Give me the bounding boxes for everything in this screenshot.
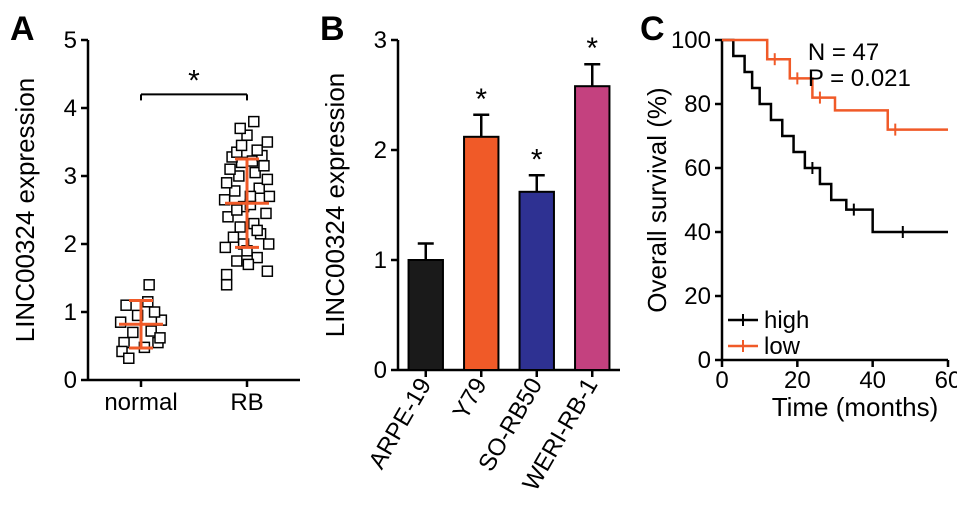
figure-row: A 012345normalRBLINC00324 expression* B … bbox=[10, 10, 947, 500]
panel-a: A 0 1 2 3 4 5 normal RB LINC00324 expression * bbox=[10, 10, 310, 440]
svg-text:LINC00324 expression: LINC00324 expression bbox=[10, 78, 40, 343]
panel-c: C 0 20 40 60 80 100 0 20 40 60 Overall survival (%… bbox=[640, 10, 957, 440]
panel-a-chart: 0 1 2 3 4 5 normal RB LINC00324 expression * bbox=[10, 10, 310, 440]
svg-text:high: high bbox=[764, 307, 809, 334]
panel-a-label: A bbox=[10, 10, 35, 49]
svg-text:40: 40 bbox=[859, 367, 886, 394]
svg-text:Time (months): Time (months) bbox=[772, 392, 939, 422]
svg-text:100: 100 bbox=[671, 27, 711, 54]
svg-text:low: low bbox=[764, 333, 801, 360]
svg-text:ARPE-19: ARPE-19 bbox=[364, 374, 437, 474]
svg-text:P = 0.021: P = 0.021 bbox=[808, 65, 911, 92]
svg-text:0: 0 bbox=[715, 367, 728, 394]
svg-text:*: * bbox=[475, 83, 487, 116]
svg-text:*: * bbox=[188, 64, 200, 97]
svg-text:N = 47: N = 47 bbox=[808, 39, 879, 66]
svg-text:3: 3 bbox=[64, 163, 77, 190]
svg-text:20: 20 bbox=[784, 367, 811, 394]
svg-text:*: * bbox=[586, 32, 598, 65]
svg-text:2: 2 bbox=[64, 231, 77, 258]
svg-text:2: 2 bbox=[374, 137, 387, 164]
svg-text:3: 3 bbox=[374, 27, 387, 54]
panel-b-chart: 0123LINC00324 expressionARPE-19Y79*SO-RB… bbox=[320, 10, 630, 500]
panel-c-chart: 0 20 40 60 80 100 0 20 40 60 Overall survival (%) T… bbox=[640, 10, 957, 440]
svg-text:60: 60 bbox=[935, 367, 957, 394]
panel-b: B 0123LINC00324 expressionARPE-19Y79*SO-… bbox=[320, 10, 630, 500]
svg-text:0: 0 bbox=[698, 347, 711, 374]
svg-text:4: 4 bbox=[64, 95, 77, 122]
svg-text:0: 0 bbox=[374, 357, 387, 384]
svg-text:1: 1 bbox=[64, 299, 77, 326]
svg-text:*: * bbox=[531, 143, 543, 176]
panel-c-label: C bbox=[640, 10, 665, 49]
svg-text:0: 0 bbox=[64, 367, 77, 394]
svg-text:1: 1 bbox=[374, 247, 387, 274]
svg-text:Y79: Y79 bbox=[448, 374, 493, 424]
svg-text:RB: RB bbox=[230, 389, 263, 416]
svg-text:80: 80 bbox=[684, 91, 711, 118]
svg-text:5: 5 bbox=[64, 27, 77, 54]
svg-text:Overall survival (%): Overall survival (%) bbox=[642, 87, 672, 312]
svg-text:normal: normal bbox=[104, 389, 177, 416]
svg-text:LINC00324 expression: LINC00324 expression bbox=[320, 73, 350, 338]
svg-text:60: 60 bbox=[684, 155, 711, 182]
panel-b-label: B bbox=[320, 10, 345, 49]
svg-text:40: 40 bbox=[684, 219, 711, 246]
svg-text:20: 20 bbox=[684, 283, 711, 310]
